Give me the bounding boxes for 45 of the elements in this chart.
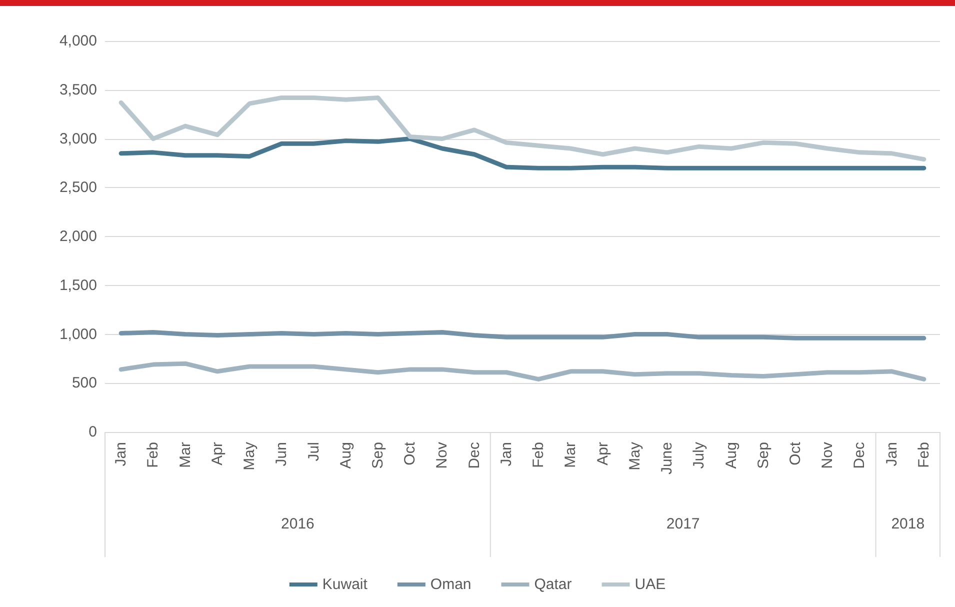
x-tick-label: Jul <box>305 442 322 462</box>
x-tick-label: May <box>626 442 644 470</box>
x-tick-label: Feb <box>144 442 162 468</box>
y-tick-label: 2,000 <box>59 228 97 245</box>
x-tick-label: Nov <box>434 442 451 469</box>
x-tick-label: Jan <box>883 442 900 466</box>
x-tick-label: Apr <box>208 442 226 466</box>
y-tick-label: 1,500 <box>59 276 97 294</box>
x-tick-label: June <box>658 442 676 475</box>
y-tick-label: 1,000 <box>59 326 97 343</box>
x-tick-label: Mar <box>176 442 194 468</box>
x-tick-label: Jun <box>273 442 290 466</box>
x-tick-label: Mar <box>562 442 580 468</box>
x-tick-label: Nov <box>819 442 836 469</box>
x-tick-label: Jan <box>498 442 515 466</box>
x-tick-label: Aug <box>722 442 740 469</box>
x-tick-label: Dec <box>466 442 483 469</box>
x-tick-label: Sep <box>754 442 772 469</box>
x-tick-label: Feb <box>530 442 548 468</box>
y-tick-label: 3,000 <box>59 130 97 148</box>
text: 2017 <box>666 516 700 532</box>
x-tick-label: Jan <box>112 442 130 466</box>
line-series <box>118 95 926 162</box>
legend-label: UAE <box>634 576 666 593</box>
x-tick-label: Feb <box>915 442 932 468</box>
x-tick-label: Aug <box>337 442 354 469</box>
y-tick-label: 3,500 <box>59 81 97 98</box>
line-series <box>118 361 926 382</box>
y-tick-label: 0 <box>88 424 97 440</box>
y-tick-label: 4,000 <box>59 32 97 50</box>
x-tick-label: Oct <box>786 441 804 466</box>
legend-label: Oman <box>430 576 472 593</box>
x-tick-label: Sep <box>369 442 386 469</box>
y-tick-label: 2,500 <box>59 179 97 196</box>
text: 2016 <box>281 516 314 532</box>
x-tick-label: Oct <box>402 441 419 466</box>
legend-label: Qatar <box>534 576 572 593</box>
x-tick-label: Dec <box>851 442 868 469</box>
x-tick-label: July <box>690 442 708 469</box>
x-tick-label: Apr <box>594 442 612 466</box>
x-tick-label: May <box>241 442 258 470</box>
text: 2018 <box>891 516 925 532</box>
line-series <box>118 136 926 170</box>
legend-label: Kuwait <box>322 576 368 593</box>
y-tick-label: 500 <box>72 374 97 392</box>
